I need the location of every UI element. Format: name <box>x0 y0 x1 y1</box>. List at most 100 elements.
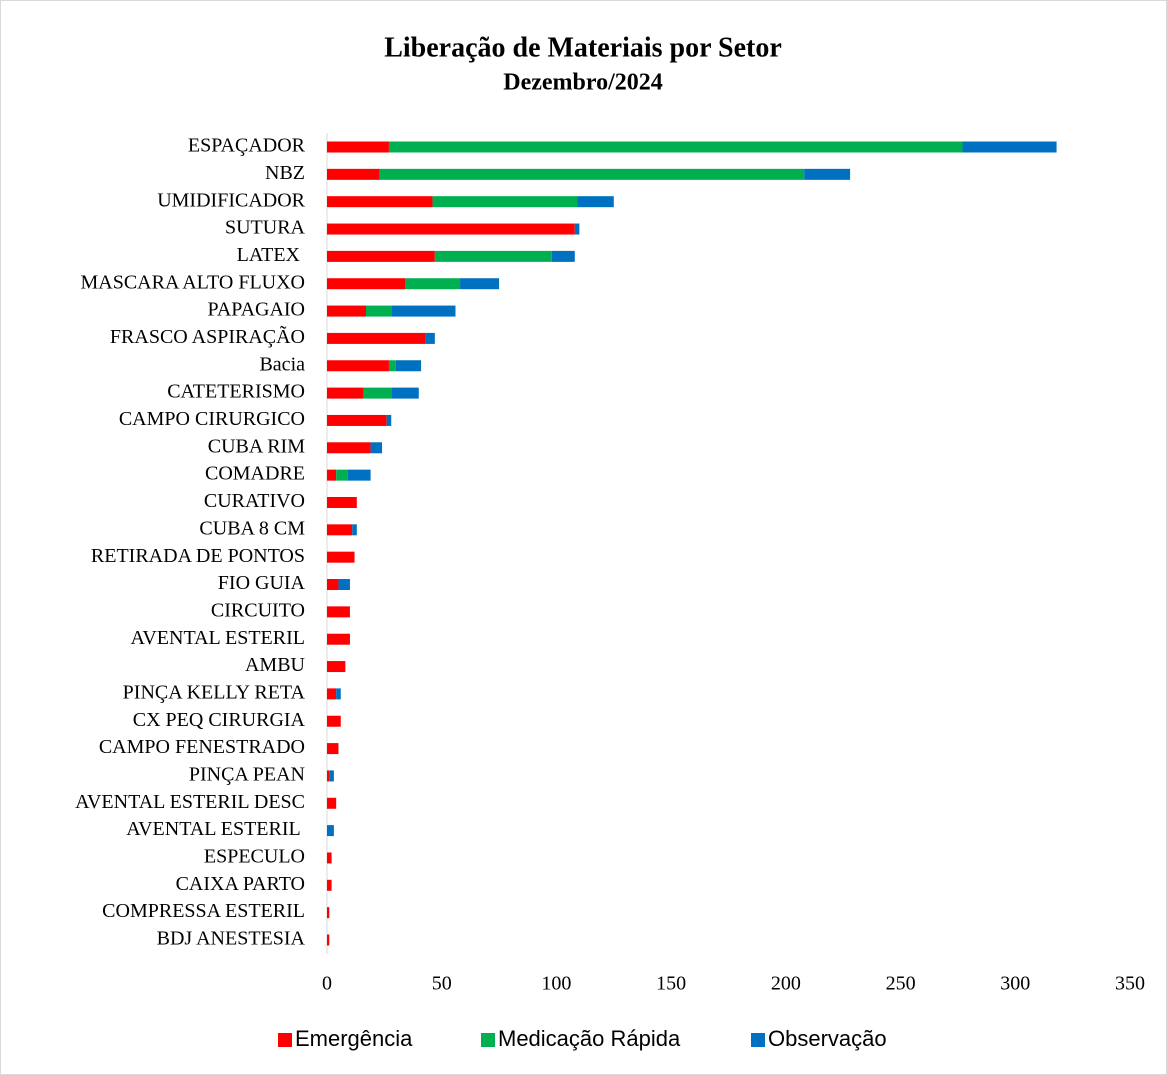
bar-segment <box>327 305 367 317</box>
y-tick-label: CURATIVO <box>204 490 305 512</box>
bar-segment <box>434 250 552 262</box>
legend-swatch <box>278 1033 292 1047</box>
bar-segment <box>327 250 435 262</box>
bar-segment <box>327 442 371 454</box>
y-tick-label: AVENTAL ESTERIL <box>131 627 306 649</box>
bar-segment <box>327 606 350 618</box>
legend-label: Observação <box>768 1026 887 1051</box>
y-tick-label: CAIXA PARTO <box>176 873 305 895</box>
y-tick-label: UMIDIFICADOR <box>157 189 305 211</box>
bar-segment <box>388 360 396 372</box>
bar-segment <box>386 414 392 426</box>
y-tick-label: PINÇA PEAN <box>189 764 305 786</box>
bar-segment <box>329 770 334 782</box>
bar-segment <box>327 332 426 344</box>
bar-segment <box>327 278 406 290</box>
bar-segment <box>327 743 339 755</box>
bar-segment <box>347 469 371 481</box>
x-tick-label: 200 <box>771 973 801 995</box>
x-tick-label: 0 <box>322 973 332 995</box>
bar-segment <box>336 469 348 481</box>
bar-segment <box>327 387 364 399</box>
y-tick-label: SUTURA <box>225 217 306 239</box>
bar-segment <box>327 907 330 919</box>
y-tick-label: CATETERISMO <box>167 381 305 403</box>
x-tick-label: 100 <box>541 973 571 995</box>
bar-segment <box>327 360 389 372</box>
bar-segment <box>327 469 337 481</box>
bar-segment <box>425 332 435 344</box>
bar-segment <box>327 414 387 426</box>
bar-segment <box>327 496 357 508</box>
legend-label: Medicação Rápida <box>498 1026 681 1051</box>
bar-segment <box>432 196 578 208</box>
bar-segment <box>327 551 355 563</box>
bar-segment <box>460 278 500 290</box>
bar-segment <box>363 387 392 399</box>
x-tick-label: 50 <box>432 973 452 995</box>
bar-segment <box>962 141 1057 153</box>
bar-segment <box>327 770 330 782</box>
bar-segment <box>366 305 392 317</box>
bar-segment <box>327 141 389 153</box>
y-tick-label: ESPAÇADOR <box>188 135 306 157</box>
y-tick-label: AVENTAL ESTERIL DESC <box>75 791 305 813</box>
x-tick-label: 300 <box>1000 973 1030 995</box>
y-tick-label: AVENTAL ESTERIL <box>126 818 305 840</box>
bar-segment <box>336 688 341 700</box>
y-tick-label: COMPRESSA ESTERIL <box>102 900 305 922</box>
bar-segment <box>327 715 341 727</box>
bar-segment <box>327 168 380 180</box>
bar-segment <box>395 360 422 372</box>
bar-segment <box>327 223 575 235</box>
chart-subtitle: Dezembro/2024 <box>503 70 663 96</box>
bar-segment <box>338 579 350 591</box>
bar-segment <box>574 223 580 235</box>
x-tick-label: 250 <box>886 973 916 995</box>
y-tick-label: CIRCUITO <box>211 599 305 621</box>
bar-segment <box>379 168 805 180</box>
bar-segment <box>391 387 419 399</box>
y-tick-label: CUBA RIM <box>208 435 305 457</box>
y-tick-label: FRASCO ASPIRAÇÃO <box>110 324 305 348</box>
bar-segment <box>327 579 339 591</box>
bar-segment <box>370 442 383 454</box>
y-tick-label: RETIRADA DE PONTOS <box>91 545 305 567</box>
bar-segment <box>327 661 346 673</box>
bar-segment <box>352 524 357 536</box>
bar-segment <box>327 688 337 700</box>
y-tick-label: LATEX <box>237 244 305 266</box>
bar-segment <box>327 524 353 536</box>
y-tick-label: PINÇA KELLY RETA <box>123 681 306 703</box>
legend-swatch <box>751 1033 765 1047</box>
bar-segment <box>327 879 332 891</box>
y-tick-label: AMBU <box>245 654 306 676</box>
y-tick-label: COMADRE <box>205 463 305 485</box>
bar-segment <box>804 168 851 180</box>
x-tick-label: 350 <box>1115 973 1145 995</box>
bar-segment <box>405 278 461 290</box>
bar-segment <box>327 825 334 837</box>
y-tick-label: CX PEQ CIRURGIA <box>133 709 306 731</box>
y-tick-label: ESPECULO <box>204 846 305 868</box>
y-tick-label: MASCARA ALTO FLUXO <box>80 271 305 293</box>
x-tick-label: 150 <box>656 973 686 995</box>
y-tick-label: Bacia <box>259 353 305 375</box>
bar-segment <box>391 305 456 317</box>
y-tick-label: CUBA 8 CM <box>199 517 305 539</box>
y-tick-label: PAPAGAIO <box>208 299 305 321</box>
y-tick-label: BDJ ANESTESIA <box>157 928 306 950</box>
bar-segment <box>551 250 575 262</box>
legend-swatch <box>481 1033 495 1047</box>
bar-segment <box>577 196 614 208</box>
bar-segment <box>327 852 332 864</box>
y-tick-label: CAMPO FENESTRADO <box>99 736 305 758</box>
legend-label: Emergência <box>295 1026 413 1051</box>
chart-title: Liberação de Materiais por Setor <box>384 32 782 63</box>
bar-segment <box>327 633 350 645</box>
y-tick-label: FIO GUIA <box>218 572 306 594</box>
bar-segment <box>327 934 330 946</box>
bar-segment <box>388 141 963 153</box>
y-tick-label: NBZ <box>265 162 305 184</box>
